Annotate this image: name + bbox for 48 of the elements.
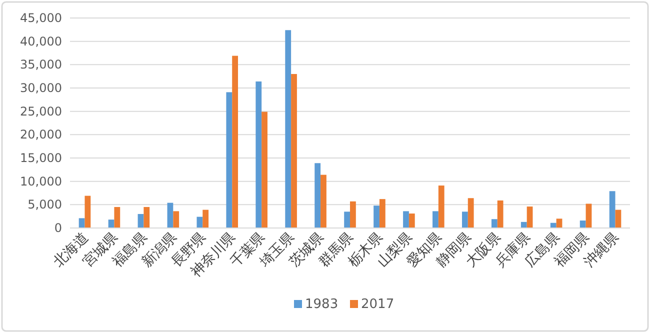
y-tick-label: 25,000 xyxy=(20,104,62,118)
bar xyxy=(226,92,232,228)
bar xyxy=(609,191,616,228)
bar xyxy=(580,220,586,228)
bar xyxy=(262,112,268,228)
y-tick-label: 45,000 xyxy=(20,11,62,25)
bar xyxy=(556,218,562,228)
bar xyxy=(462,212,468,228)
bar xyxy=(438,186,444,228)
bar xyxy=(202,210,209,228)
bar xyxy=(320,174,326,228)
bar xyxy=(173,211,180,228)
bar xyxy=(403,211,409,228)
legend-label: 1983 xyxy=(305,297,338,312)
bar xyxy=(232,56,238,228)
bar xyxy=(432,211,438,228)
y-tick-label: 10,000 xyxy=(20,174,62,188)
bar xyxy=(138,214,144,228)
bar xyxy=(114,207,120,228)
bar xyxy=(491,219,498,228)
y-tick-label: 30,000 xyxy=(20,81,62,95)
bar xyxy=(408,214,415,228)
bar xyxy=(526,206,533,228)
y-tick-label: 20,000 xyxy=(20,128,62,142)
bar xyxy=(78,218,85,228)
bar xyxy=(586,204,592,228)
bar xyxy=(374,206,380,228)
bar xyxy=(350,201,356,228)
bar xyxy=(196,216,203,228)
y-tick-label: 40,000 xyxy=(20,34,62,48)
bar xyxy=(314,163,321,228)
bar xyxy=(497,200,504,228)
bar xyxy=(379,199,386,228)
bar xyxy=(468,198,474,228)
bar xyxy=(615,210,622,228)
bar xyxy=(285,30,292,228)
bar xyxy=(84,196,91,228)
bar xyxy=(344,212,350,228)
y-tick-label: 35,000 xyxy=(20,58,62,72)
bar xyxy=(256,81,262,228)
bar xyxy=(291,74,297,228)
y-tick-label: 15,000 xyxy=(20,151,62,165)
legend-label: 2017 xyxy=(361,297,394,312)
y-tick-label: 0 xyxy=(54,221,62,235)
y-tick-label: 5,000 xyxy=(28,198,62,212)
bar xyxy=(144,207,150,228)
bar xyxy=(520,222,527,228)
bar xyxy=(167,202,174,228)
